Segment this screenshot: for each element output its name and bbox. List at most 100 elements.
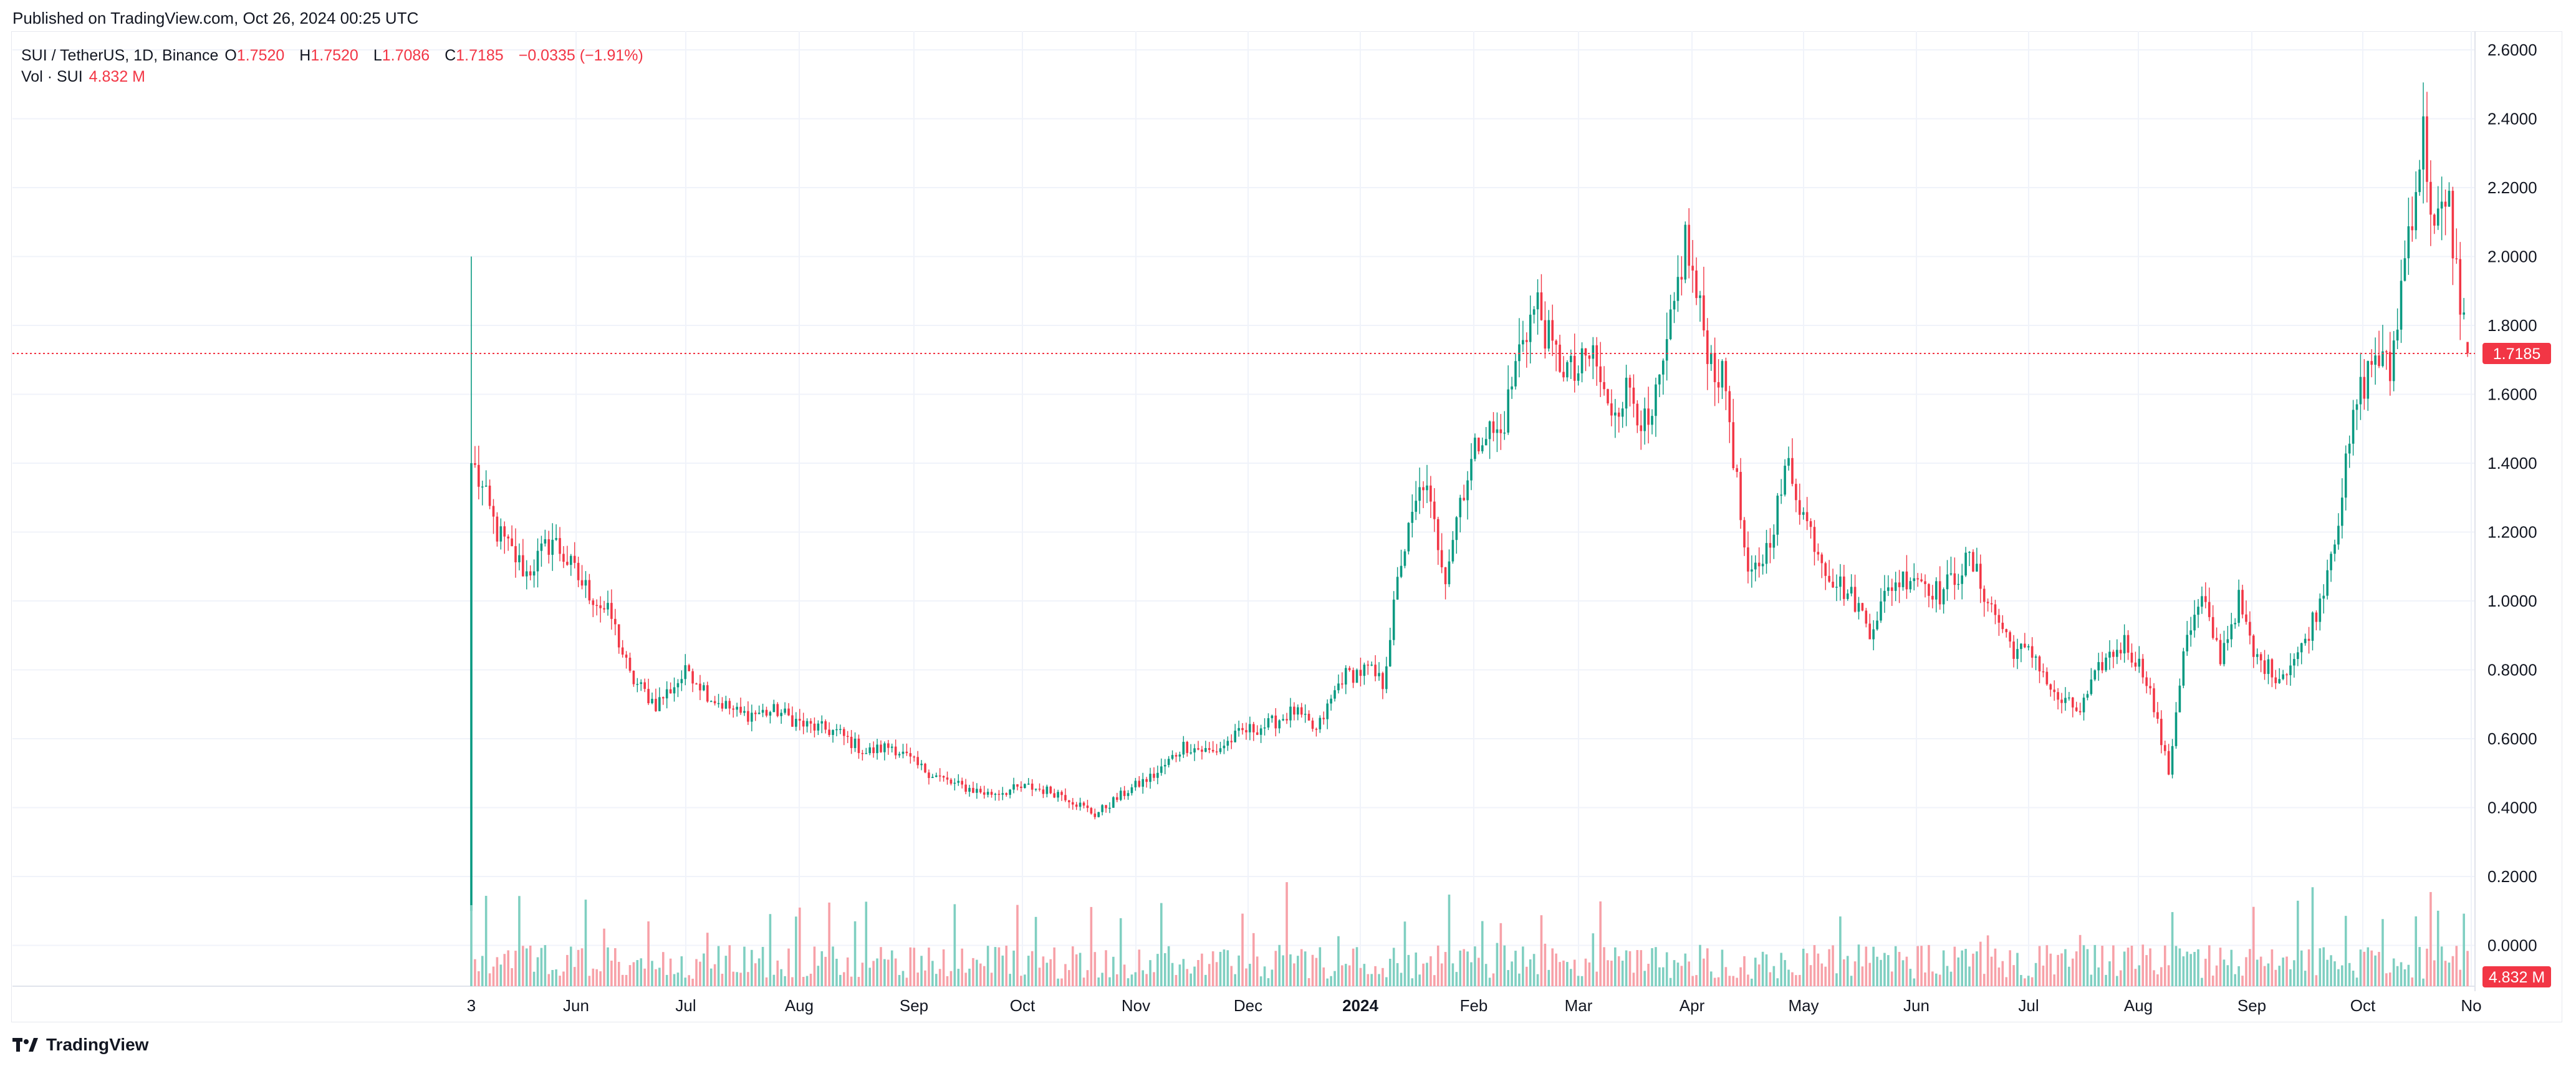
volume-bar	[1499, 923, 1502, 986]
candle-body	[1451, 540, 1454, 562]
candle-body	[1297, 707, 1299, 715]
candle-body	[503, 526, 506, 537]
candle-body	[1617, 412, 1620, 417]
candle-body	[1699, 295, 1701, 299]
candle-body	[2234, 623, 2236, 625]
volume-bar	[2149, 948, 2151, 986]
volume-bar	[1802, 948, 1805, 986]
volume-bar	[2344, 916, 2347, 986]
volume-bar	[824, 956, 827, 986]
volume-bar	[1234, 974, 1236, 986]
volume-bar	[1436, 945, 1439, 986]
candle-body	[1252, 724, 1255, 732]
chart-frame[interactable]	[11, 31, 2562, 1022]
volume-bar	[1592, 933, 1595, 986]
candle-body	[1422, 487, 1425, 491]
candle-body	[2160, 719, 2163, 746]
x-axis-tick-label: Mar	[1565, 996, 1593, 1015]
candle-body	[1455, 517, 1458, 540]
candle-body	[2459, 259, 2462, 315]
candle-body	[1673, 300, 1676, 310]
volume-bar	[957, 969, 960, 986]
candle-body	[1532, 309, 1536, 315]
volume-bar	[1934, 973, 1938, 986]
volume-bar	[1580, 976, 1584, 986]
volume-bar	[1105, 950, 1107, 986]
candle-body	[2068, 697, 2070, 699]
candle-body	[570, 555, 572, 565]
candle-body	[2403, 258, 2406, 281]
candle-body	[1337, 683, 1340, 691]
candle-body	[1182, 742, 1185, 755]
volume-bar	[1562, 960, 1565, 986]
candle-body	[957, 780, 960, 783]
volume-bar	[2388, 972, 2391, 986]
volume-bar	[890, 950, 893, 986]
last-price-label: 1.7185	[2493, 345, 2540, 363]
candle-body	[1570, 355, 1572, 362]
volume-bar	[2141, 944, 2145, 986]
x-axis-tick-label: Sep	[900, 996, 928, 1015]
volume-bar	[2300, 950, 2303, 986]
candle-body	[1640, 425, 1643, 431]
candle-body	[1105, 805, 1107, 809]
volume-bar	[1566, 962, 1569, 986]
candle-body	[1370, 665, 1373, 666]
volume-bar	[1171, 963, 1174, 986]
candle-body	[540, 543, 543, 551]
candle-body	[1588, 355, 1591, 359]
candle-body	[832, 730, 834, 735]
candle-body	[1724, 361, 1728, 391]
candle-body	[1857, 603, 1860, 612]
candle-body	[1592, 345, 1595, 359]
candle-body	[2223, 643, 2226, 665]
volume-bar	[887, 959, 890, 986]
volume-bar	[872, 961, 875, 986]
volume-bar	[2259, 956, 2262, 986]
volume-bar	[2311, 887, 2314, 986]
volume-bar	[1529, 959, 1532, 986]
x-axis-tick-label: Jul	[2018, 996, 2039, 1015]
candle-body	[765, 709, 768, 716]
candle-body	[2215, 638, 2218, 640]
candle-body	[739, 706, 742, 713]
volume-bar	[1514, 951, 1517, 986]
volume-bar	[1532, 954, 1536, 986]
volume-bar	[1603, 947, 1605, 986]
volume-bar	[706, 933, 709, 986]
volume-bar	[1267, 978, 1270, 986]
candle-body	[1153, 774, 1155, 778]
candle-body	[2374, 355, 2377, 365]
x-axis-tick-label: 3	[467, 996, 476, 1015]
footer-brand[interactable]: TradingView	[12, 1035, 148, 1055]
volume-bar	[1138, 949, 1141, 986]
volume-label[interactable]: Vol · SUI	[21, 68, 83, 85]
candle-body	[2141, 658, 2145, 678]
candle-body	[1824, 563, 1827, 576]
volume-bar	[2108, 961, 2111, 986]
volume-bar	[1865, 946, 1868, 986]
volume-bar	[2234, 974, 2236, 986]
y-axis-tick-label: 1.2000	[2487, 523, 2537, 542]
volume-bar	[2315, 975, 2318, 986]
volume-bar	[492, 966, 495, 986]
volume-bar	[484, 896, 488, 986]
candle-body	[1060, 792, 1063, 795]
candle-body	[850, 736, 853, 748]
tradingview-logo-icon	[12, 1037, 39, 1053]
candle-body	[1470, 459, 1473, 481]
candle-body	[1448, 561, 1451, 585]
candle-body	[928, 772, 930, 779]
volume-bar	[1219, 951, 1222, 986]
volume-bar	[503, 954, 506, 986]
candle-body	[1322, 718, 1325, 719]
volume-bar	[835, 958, 838, 986]
candle-body	[603, 608, 605, 610]
volume-bar	[570, 946, 572, 986]
candle-body	[2322, 595, 2325, 599]
volume-bar	[1488, 977, 1491, 986]
volume-bar	[1913, 978, 1916, 986]
symbol-label[interactable]: SUI / TetherUS, 1D, Binance	[21, 47, 219, 64]
volume-bar	[850, 976, 853, 986]
